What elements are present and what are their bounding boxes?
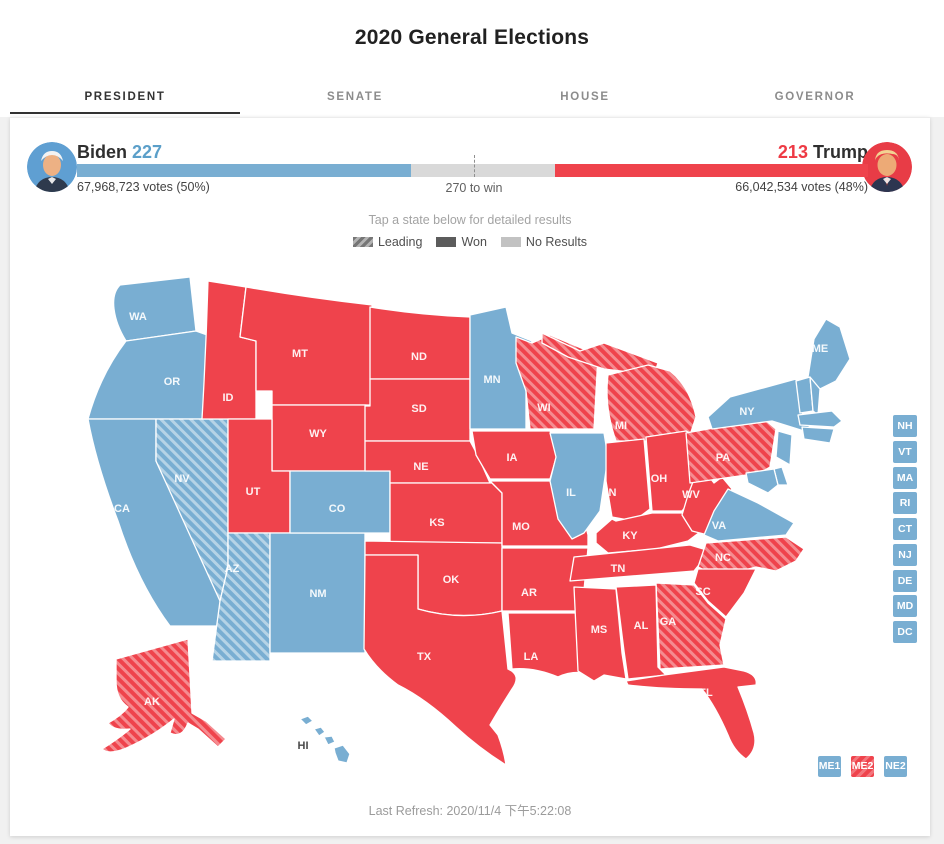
state-label-HI: HI	[298, 740, 309, 752]
threshold-label: 270 to win	[445, 181, 503, 195]
tab-governor[interactable]: GOVERNOR	[774, 91, 856, 103]
state-CO[interactable]	[289, 470, 391, 534]
biden-votes-label: 67,968,723 votes (50%)	[77, 180, 210, 194]
small-state-MD[interactable]: MD	[893, 595, 917, 617]
state-WY[interactable]	[271, 404, 367, 472]
header: 2020 General Elections PRESIDENT SENATE HO…	[0, 0, 944, 117]
trump-electoral-count: 213	[777, 142, 808, 162]
tab-president[interactable]: PRESIDENT	[10, 84, 240, 114]
small-state-RI[interactable]: RI	[893, 492, 917, 514]
tab-bar: PRESIDENT SENATE HOUSE GOVERNOR	[10, 84, 930, 114]
trump-bar-segment	[554, 164, 868, 177]
map-hint: Tap a state below for detailed results	[368, 213, 572, 227]
270-threshold-tick	[474, 155, 475, 177]
state-MS[interactable]	[573, 586, 627, 682]
state-SC[interactable]	[693, 568, 757, 618]
biden-electoral-count: 227	[132, 142, 163, 162]
state-CTRI[interactable]	[801, 426, 835, 444]
state-MA[interactable]	[797, 410, 843, 428]
biden-name-row: Biden 227	[77, 142, 162, 163]
trump-portrait-icon	[862, 142, 912, 192]
biden-portrait-icon	[27, 142, 77, 192]
state-FL[interactable]	[625, 666, 757, 760]
biden-avatar	[27, 142, 77, 192]
state-SD[interactable]	[364, 378, 471, 442]
legend-item-leading: Leading	[352, 235, 423, 249]
electoral-vote-bar	[77, 164, 868, 177]
small-state-NH[interactable]: NH	[893, 415, 917, 437]
legend-item-none: No Results	[500, 235, 588, 249]
state-CA[interactable]	[87, 418, 224, 627]
district-NE2[interactable]: NE2	[884, 756, 907, 777]
state-ME[interactable]	[807, 318, 851, 390]
small-state-DC[interactable]: DC	[893, 621, 917, 643]
tab-house[interactable]: HOUSE	[560, 91, 610, 103]
state-IN[interactable]	[605, 438, 651, 522]
page-title: 2020 General Elections	[354, 26, 590, 49]
biden-bar-segment	[77, 164, 411, 177]
state-AK[interactable]	[101, 638, 227, 753]
legend-swatch-won	[436, 237, 457, 247]
legend-swatch-leading	[352, 237, 373, 247]
state-TN[interactable]	[569, 544, 711, 582]
results-card: Biden 227 213 Trump 67,968,723 votes (50…	[10, 117, 930, 836]
legend-label: No Results	[525, 235, 588, 249]
state-NM[interactable]	[269, 532, 366, 654]
us-electoral-map: WAORCANVIDMTWYUTAZNMCONDSDNEKSOKTXMNIAMO…	[87, 276, 851, 766]
small-state-DE[interactable]: DE	[893, 570, 917, 592]
state-NJ[interactable]	[775, 430, 793, 466]
small-state-VT[interactable]: VT	[893, 441, 917, 463]
legend-label: Won	[461, 235, 487, 249]
state-KS[interactable]	[389, 482, 503, 544]
legend-label: Leading	[377, 235, 423, 249]
trump-votes-label: 66,042,534 votes (48%)	[735, 180, 868, 194]
small-state-CT[interactable]: CT	[893, 518, 917, 540]
state-MT[interactable]	[239, 286, 373, 406]
last-refresh: Last Refresh: 2020/11/4 下午5:22:08	[368, 804, 572, 818]
small-state-NJ[interactable]: NJ	[893, 544, 917, 566]
state-ND[interactable]	[369, 306, 471, 380]
legend-item-won: Won	[436, 235, 487, 249]
map-legend: Leading Won No Results	[10, 235, 930, 249]
biden-name: Biden	[77, 142, 128, 162]
state-MD[interactable]	[745, 468, 779, 494]
district-ME1[interactable]: ME1	[818, 756, 841, 777]
trump-name: Trump	[812, 142, 868, 162]
small-state-MA[interactable]: MA	[893, 467, 917, 489]
state-MI[interactable]	[606, 364, 697, 442]
state-GA[interactable]	[655, 582, 727, 670]
trump-avatar	[862, 142, 912, 192]
district-ME2[interactable]: ME2	[851, 756, 874, 777]
state-OR[interactable]	[87, 330, 211, 420]
no-results-bar-segment	[411, 164, 555, 177]
trump-name-row: 213 Trump	[778, 142, 868, 163]
state-WA[interactable]	[112, 276, 197, 342]
tab-senate[interactable]: SENATE	[327, 91, 383, 103]
state-HI[interactable]	[299, 715, 351, 764]
legend-swatch-none	[500, 237, 521, 247]
state-VA[interactable]	[703, 488, 795, 542]
